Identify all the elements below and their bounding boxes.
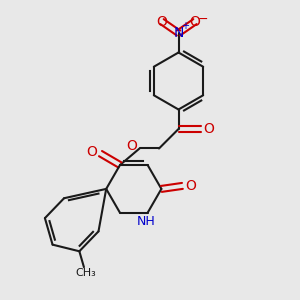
Text: N: N xyxy=(173,26,184,40)
Text: −: − xyxy=(197,13,208,26)
Text: O: O xyxy=(185,179,196,193)
Text: +: + xyxy=(181,21,189,32)
Text: NH: NH xyxy=(137,215,155,228)
Text: O: O xyxy=(157,15,167,28)
Text: CH₃: CH₃ xyxy=(75,268,96,278)
Text: O: O xyxy=(87,145,98,159)
Text: O: O xyxy=(203,122,214,136)
Text: O: O xyxy=(127,139,137,153)
Text: O: O xyxy=(190,15,200,28)
